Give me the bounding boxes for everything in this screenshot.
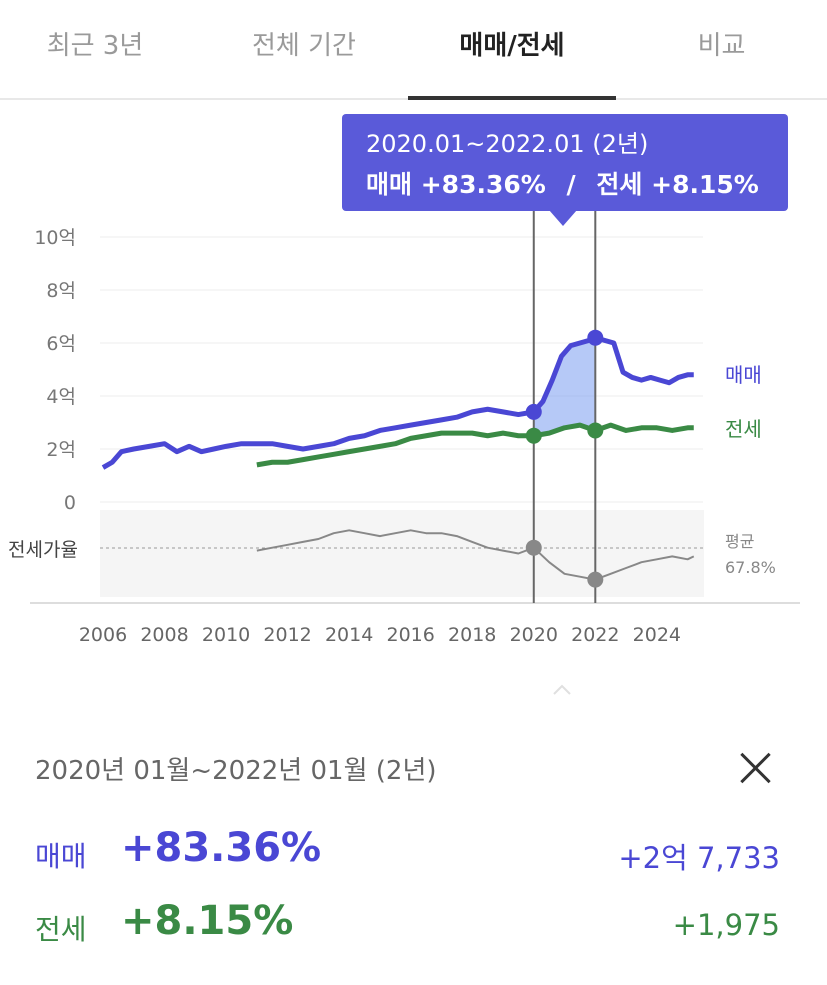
x-tick-label: 2024 [633,624,681,646]
tab-sale-jeonse[interactable]: 매매/전세 [459,31,565,61]
x-tick-label: 2018 [448,624,496,646]
sale-marker [587,329,604,346]
detail-jeonse-amount: +1,975 [672,908,780,942]
ratio-band [100,510,704,597]
ratio-label: 전세가율 [8,539,78,561]
tooltip-sale-change: +83.36% [420,170,546,199]
tooltip-jeonse-change: +8.15% [651,170,759,199]
detail-jeonse-change: +8.15% [121,898,294,944]
tab-all-period[interactable]: 전체 기간 [252,31,356,61]
x-tick-label: 2006 [79,624,127,646]
selection-area [533,337,596,436]
tab-bar: 최근 3년 전체 기간 매매/전세 비교 [0,0,827,100]
x-tick-label: 2014 [325,624,373,646]
active-tab-indicator [408,96,616,100]
tab-compare[interactable]: 비교 [697,31,746,61]
y-tick-label: 0 [64,492,76,514]
ratio-average-value: 67.8% [725,558,776,577]
x-tick-label: 2010 [202,624,250,646]
series-line-jeonse-ratio [256,529,695,581]
x-tick-label: 2022 [571,624,619,646]
x-tick-label: 2016 [387,624,435,646]
detail-period: 2020년 01월~2022년 01월 (2년) [35,756,437,786]
tooltip-values: 매매 +83.36% / 전세 +8.15% [366,164,788,206]
detail-sale-amount: +2억 7,733 [618,841,780,875]
x-tick-label: 2012 [263,624,311,646]
selection-tooltip: 2020.01~2022.01 (2년) 매매 +83.36% / 전세 +8.… [342,114,788,211]
jeonse-marker [587,422,604,439]
detail-sale-label: 매매 [35,840,87,873]
tooltip-separator: / [566,170,576,199]
x-tick-label: 2008 [140,624,188,646]
ratio-average-label: 평균 [725,532,754,551]
detail-sale-row: 매매 +83.36% +2억 7,733 [35,825,780,881]
ratio-marker [525,539,542,556]
detail-panel: 2020년 01월~2022년 01월 (2년) 매매 +83.36% +2억 … [0,700,827,985]
y-tick-label: 2억 [46,439,76,461]
chevron-up-icon [553,684,571,695]
tooltip-sale-label: 매매 [366,170,413,199]
tooltip-arrow [549,210,577,226]
detail-sale-change: +83.36% [121,825,322,871]
y-tick-label: 10억 [34,227,76,249]
jeonse-marker [525,427,542,444]
series-line-sale [101,335,694,470]
sale-marker [525,403,542,420]
tooltip-period: 2020.01~2022.01 (2년) [366,130,649,158]
detail-jeonse-label: 전세 [35,913,87,946]
detail-jeonse-row: 전세 +8.15% +1,975 [35,898,780,954]
price-chart[interactable]: 0 2억 4억 6억 8억 10억 2006 2008 2010 2012 2014 2016 2018… [0,100,827,660]
ratio-marker [587,571,604,588]
x-tick-label: 2020 [510,624,558,646]
y-tick-label: 4억 [46,386,76,408]
tooltip-jeonse-label: 전세 [596,170,643,199]
series-line-jeonse [256,422,694,468]
y-tick-label: 8억 [46,280,76,302]
close-icon[interactable] [734,746,778,790]
tab-recent-3-years[interactable]: 최근 3년 [46,31,144,61]
series-label-sale: 매매 [725,363,762,387]
series-label-jeonse: 전세 [725,417,762,441]
y-tick-label: 6억 [46,333,76,355]
